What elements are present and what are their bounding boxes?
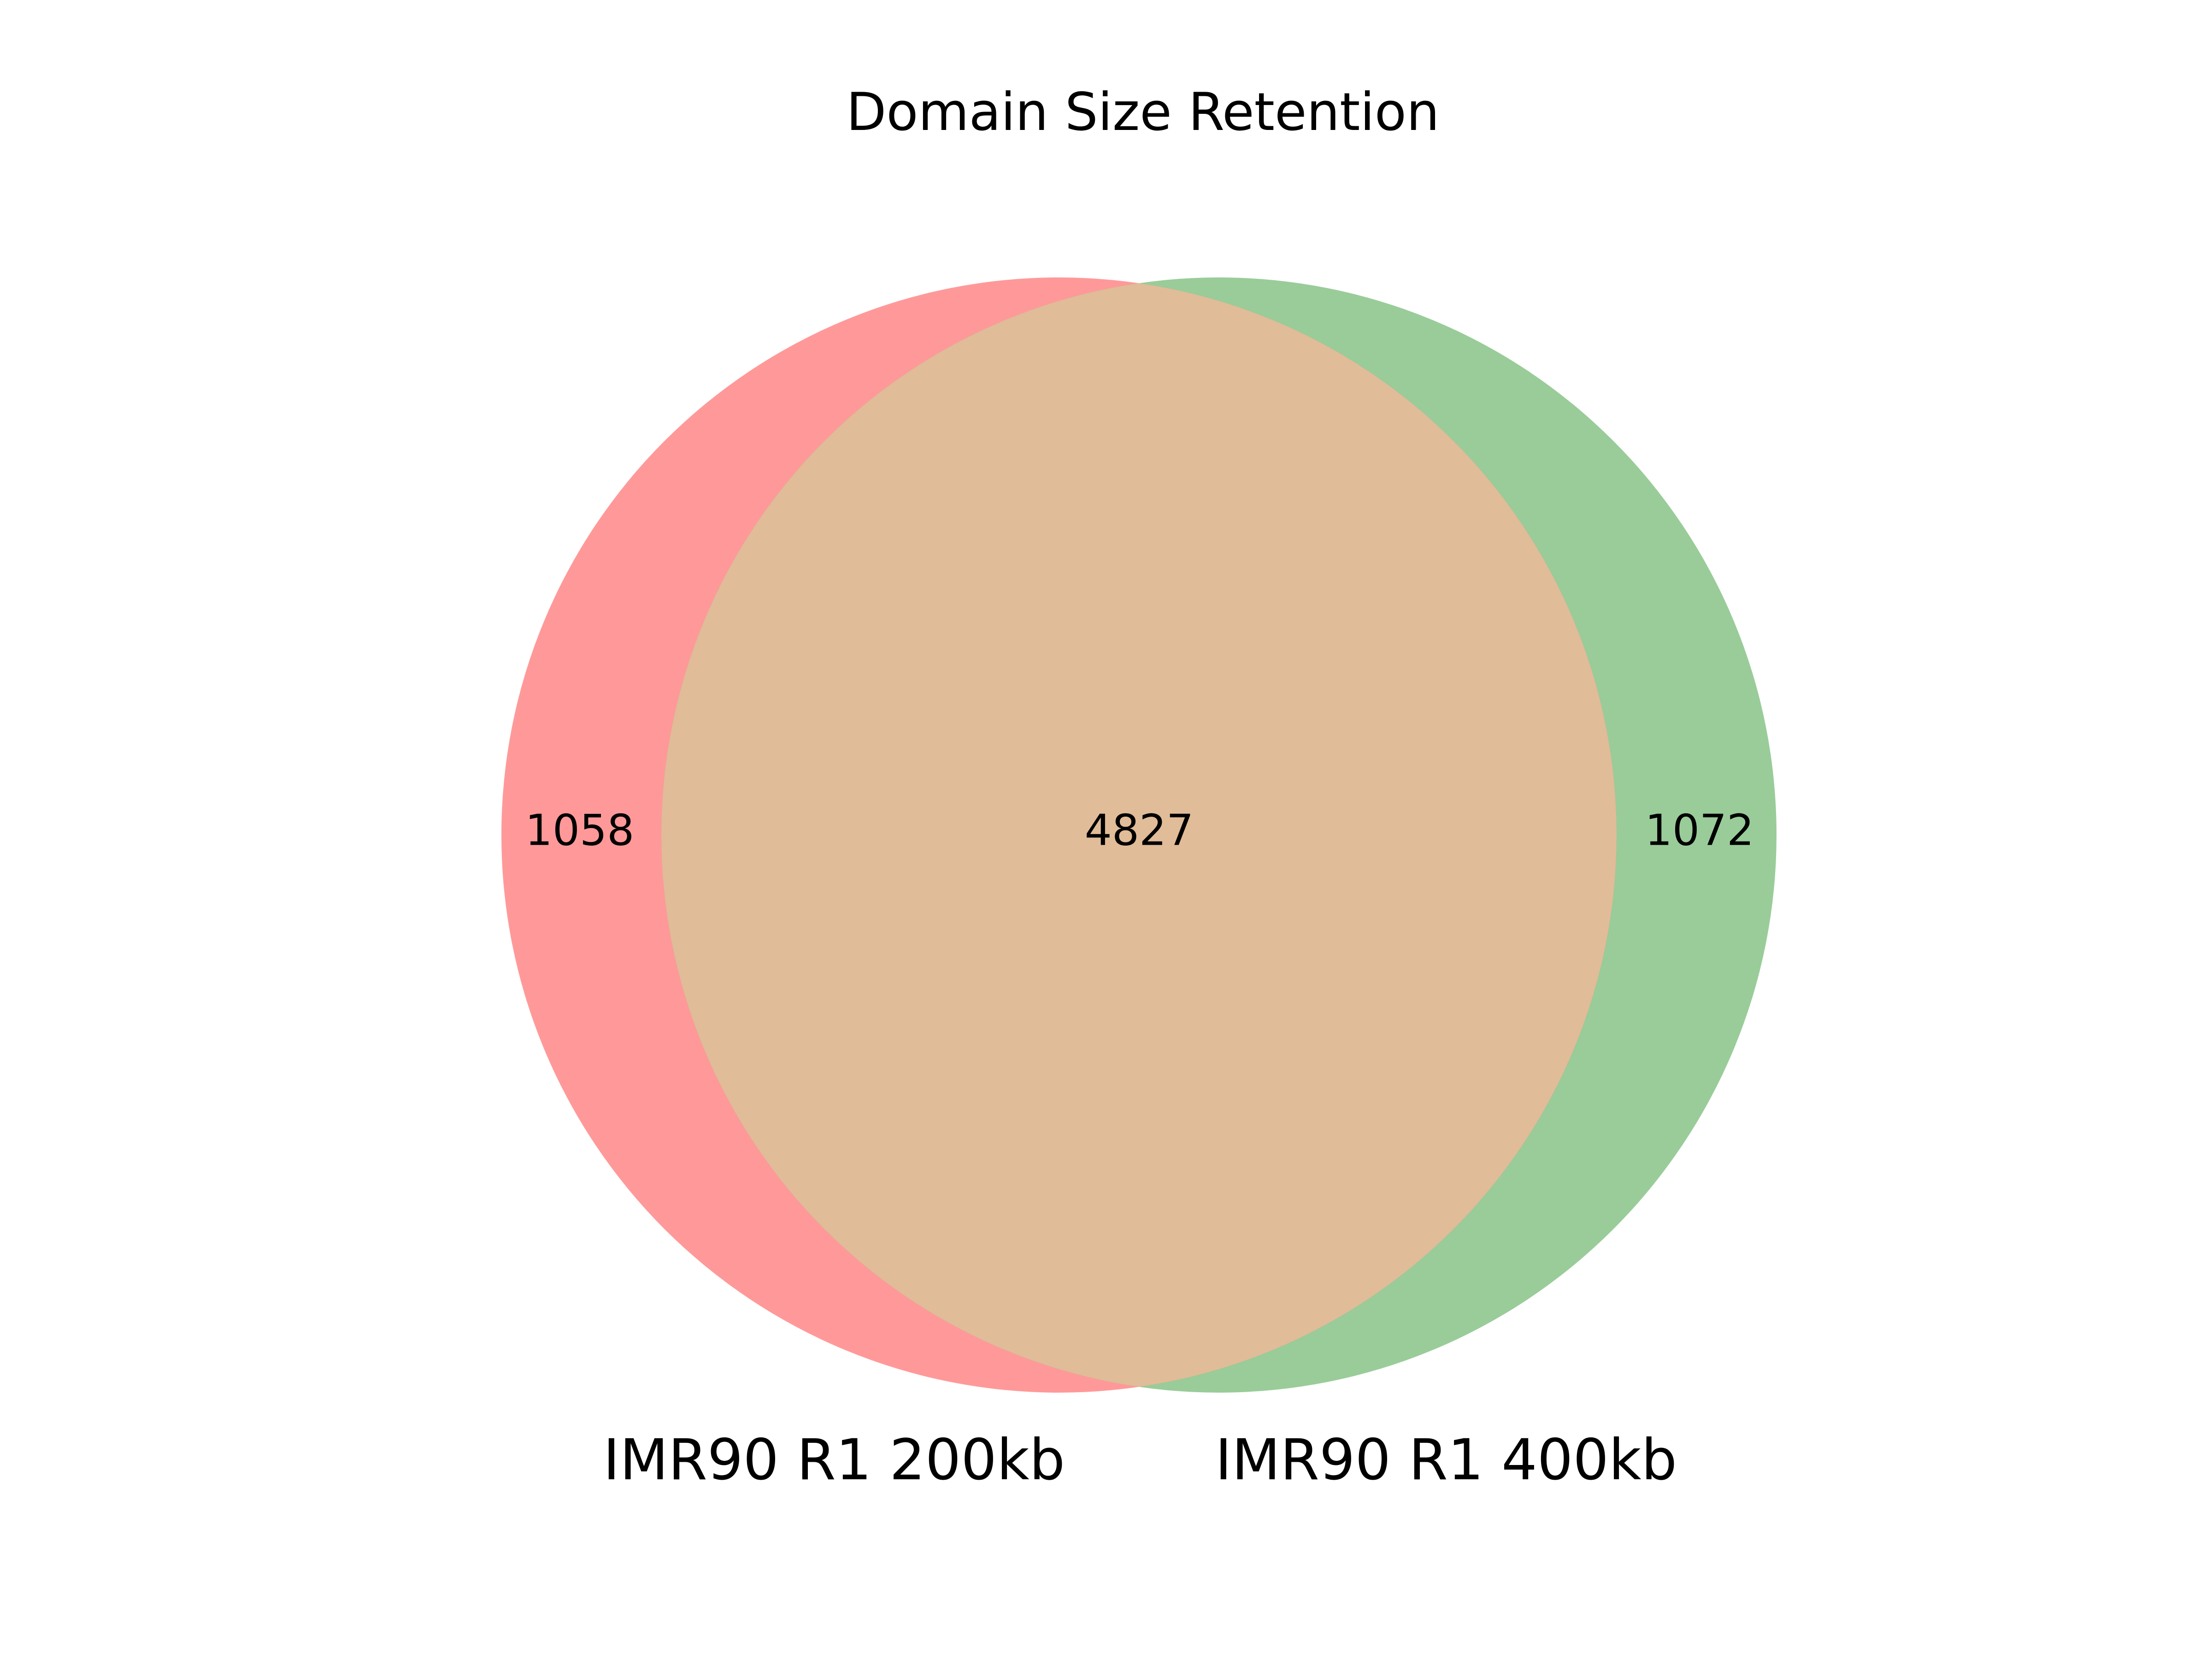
chart-title: Domain Size Retention: [846, 82, 1439, 142]
set-b-label: IMR90 R1 400kb: [1215, 1427, 1677, 1493]
set-a-label: IMR90 R1 200kb: [603, 1427, 1065, 1493]
overlap-region: [661, 277, 1617, 1393]
count-intersection: 4827: [1085, 805, 1194, 855]
count-only-a: 1058: [525, 805, 635, 855]
count-only-b: 1072: [1645, 805, 1754, 855]
